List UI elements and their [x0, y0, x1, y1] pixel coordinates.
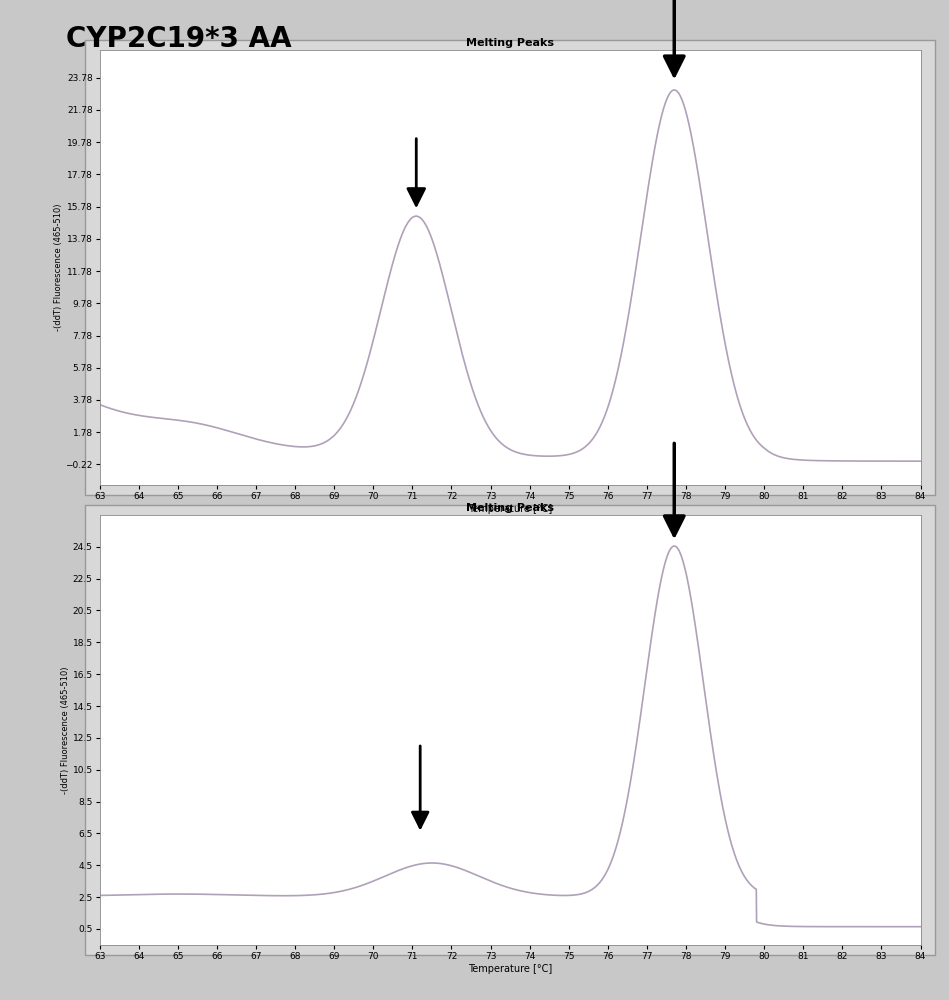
Y-axis label: -(ddT) Fluorescence (465-510): -(ddT) Fluorescence (465-510) [61, 666, 70, 794]
Y-axis label: -(ddT) Fluorescence (465-510): -(ddT) Fluorescence (465-510) [53, 204, 63, 331]
X-axis label: Temperature [°C]: Temperature [°C] [468, 964, 552, 974]
Title: Melting Peaks: Melting Peaks [466, 503, 554, 513]
X-axis label: Temperature [°C]: Temperature [°C] [468, 504, 552, 514]
Text: CYP2C19*3 AA: CYP2C19*3 AA [66, 25, 292, 53]
Title: Melting Peaks: Melting Peaks [466, 38, 554, 48]
